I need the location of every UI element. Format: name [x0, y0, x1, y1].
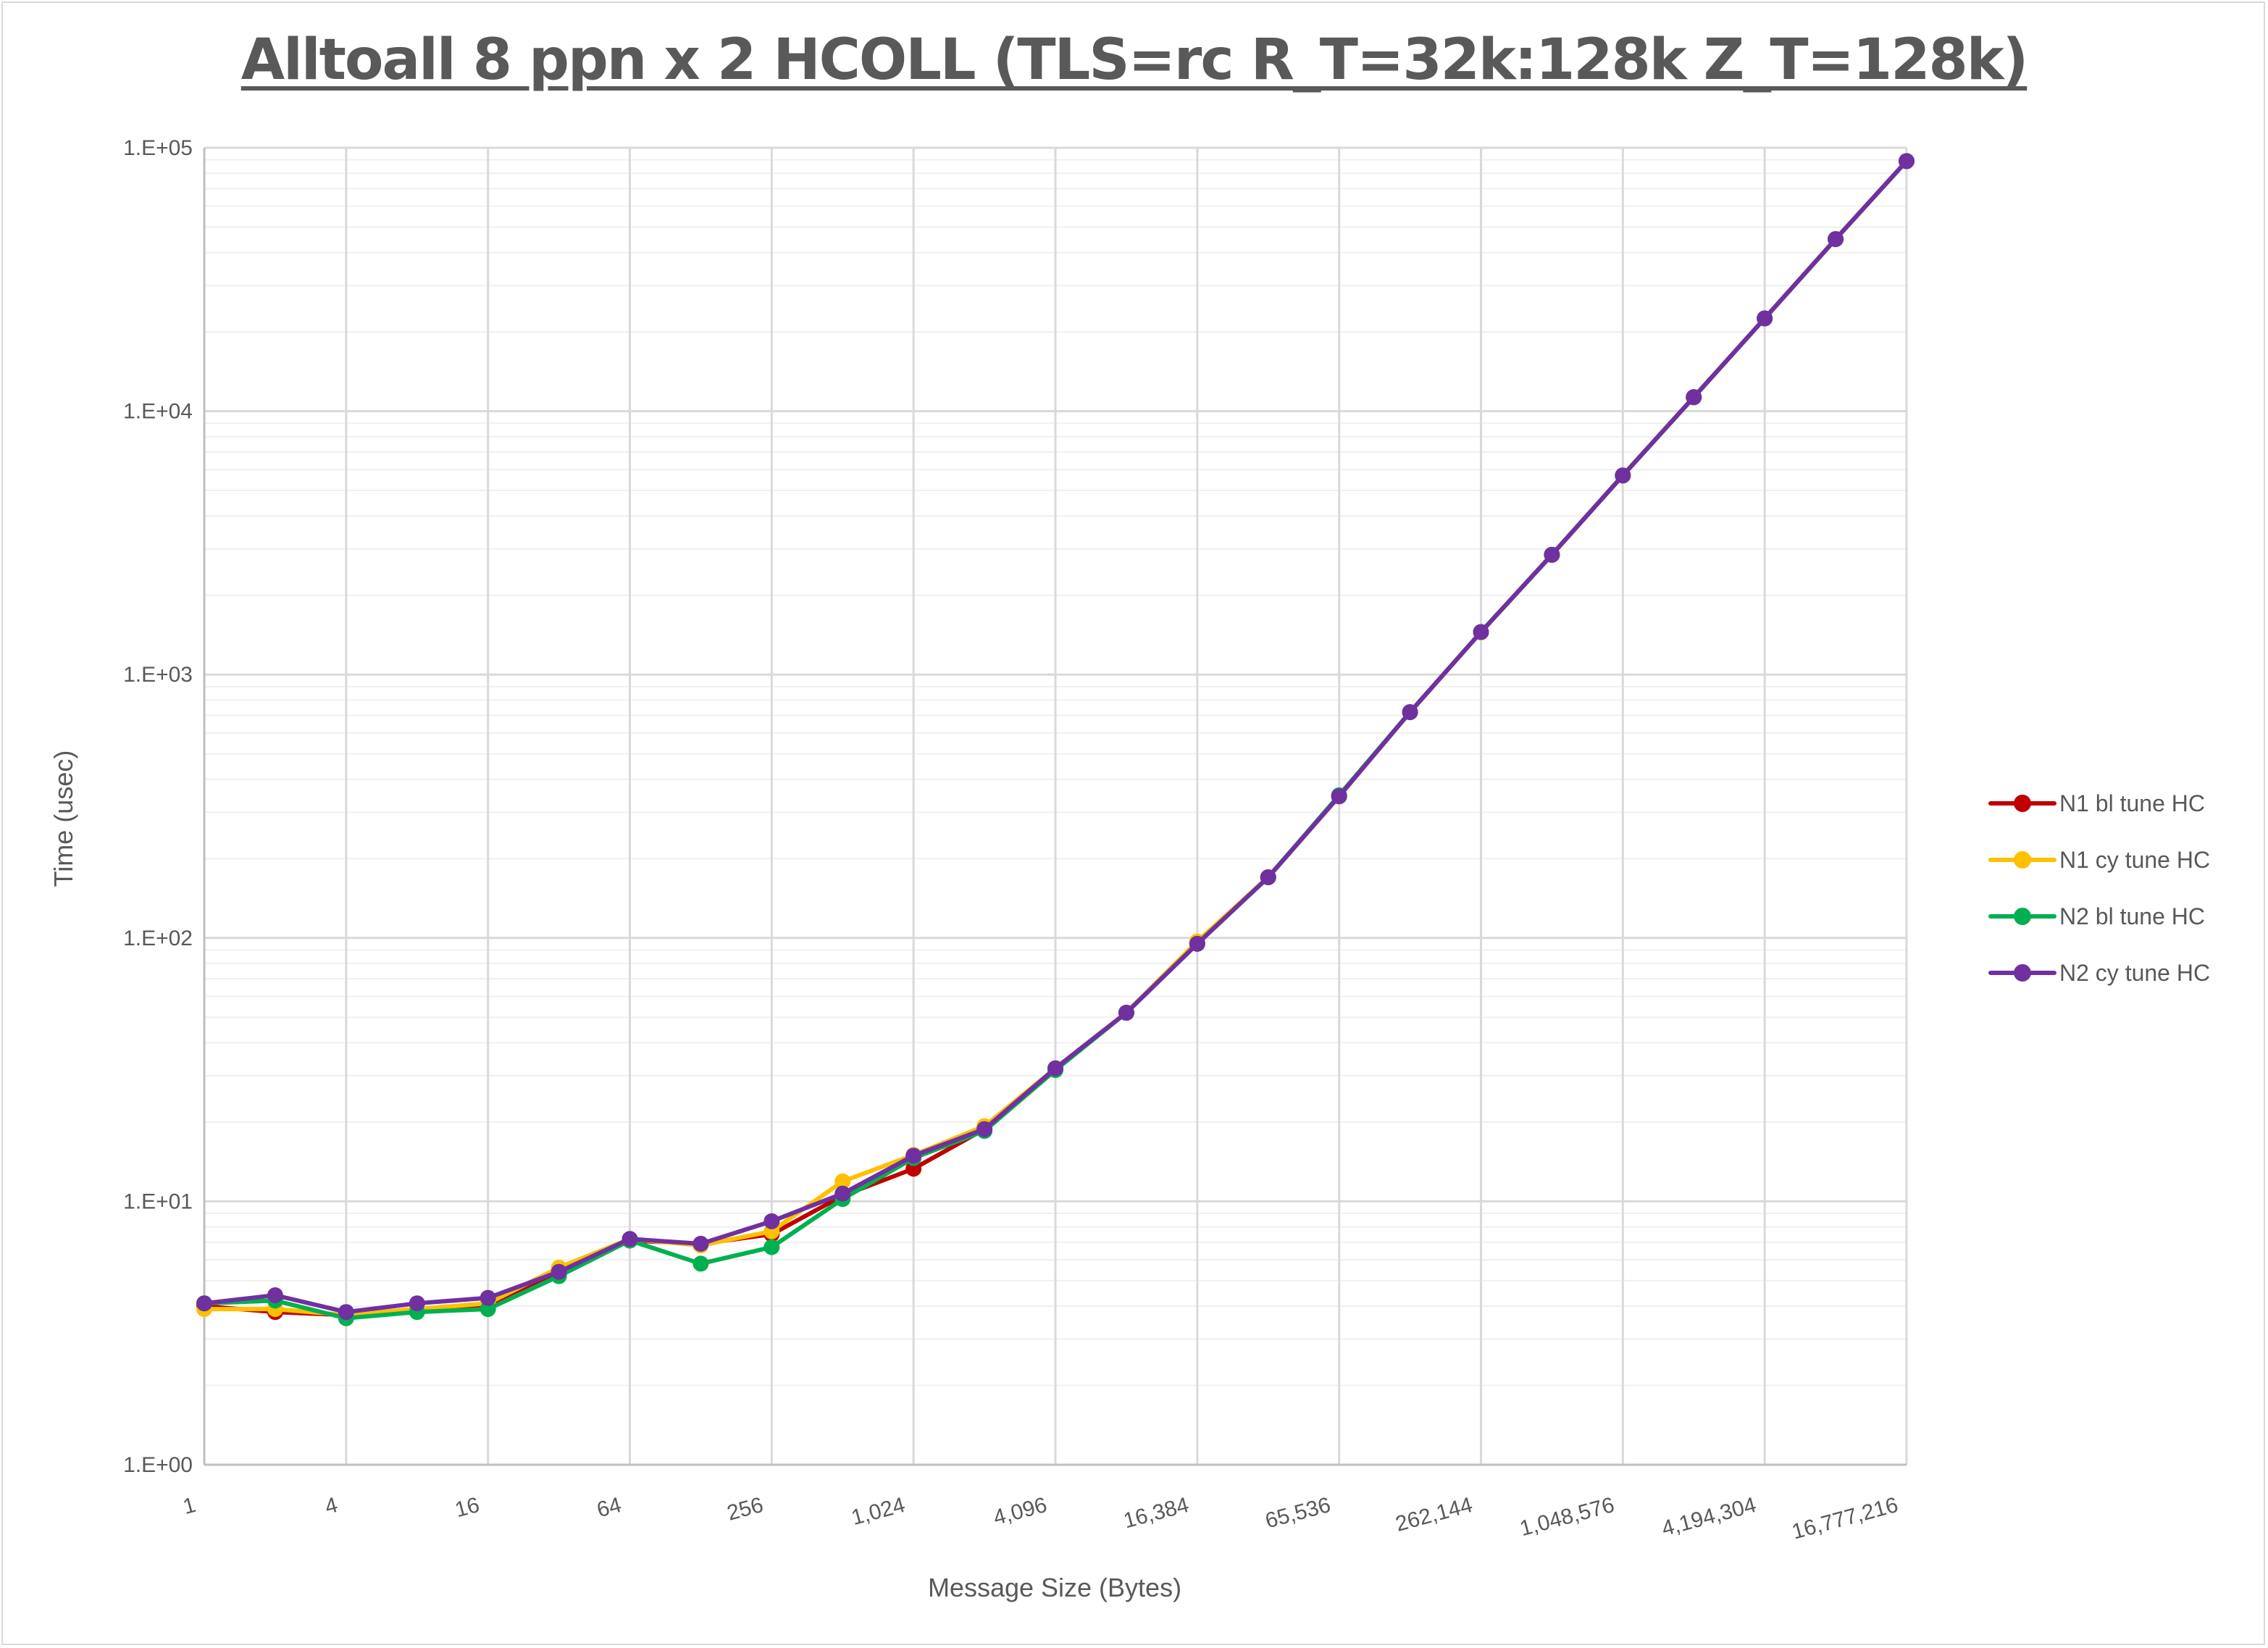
series-marker-icon: [1988, 851, 2056, 869]
x-tick-label: 262,144: [1393, 1493, 1475, 1536]
x-tick-label: 16,777,216: [1789, 1493, 1901, 1544]
data-point[interactable]: [551, 1263, 567, 1280]
y-tick-label: 1.E+00: [123, 1453, 193, 1477]
data-point[interactable]: [905, 1147, 922, 1164]
legend-item[interactable]: N1 bl tune HC: [1988, 775, 2210, 832]
data-point[interactable]: [1473, 624, 1489, 640]
y-tick-label: 1.E+01: [123, 1189, 193, 1213]
legend-label: N1 bl tune HC: [2059, 790, 2205, 816]
legend-label: N1 cy tune HC: [2059, 846, 2211, 873]
legend-item[interactable]: N2 bl tune HC: [1988, 888, 2210, 945]
x-tick-label: 1,024: [849, 1493, 908, 1530]
x-tick-label: 4,096: [991, 1493, 1050, 1530]
legend-item[interactable]: N2 cy tune HC: [1988, 945, 2210, 1001]
y-tick-label: 1.E+03: [123, 663, 193, 687]
data-point[interactable]: [1757, 310, 1773, 327]
series-marker-icon: [1988, 795, 2056, 812]
y-tick-label: 1.E+02: [123, 927, 193, 950]
data-point[interactable]: [1331, 788, 1347, 805]
data-point[interactable]: [1260, 869, 1276, 886]
legend: N1 bl tune HC N1 cy tune HC N2 bl tune H…: [1988, 775, 2210, 1001]
data-point[interactable]: [1828, 231, 1844, 248]
legend-item[interactable]: N1 cy tune HC: [1988, 832, 2210, 888]
data-point[interactable]: [196, 1295, 212, 1312]
x-tick-label: 1,048,576: [1518, 1493, 1617, 1541]
data-point[interactable]: [692, 1255, 709, 1272]
y-axis-label: Time (usec): [49, 750, 78, 887]
y-axis-ticks: 1.E+00 1.E+01 1.E+02 1.E+03 1.E+04 1.E+05: [123, 136, 193, 1477]
data-point[interactable]: [1189, 935, 1205, 952]
data-point[interactable]: [480, 1301, 496, 1318]
series-line: [196, 153, 1915, 1321]
x-tick-label: 4,194,304: [1660, 1493, 1759, 1541]
series-marker-icon: [1988, 908, 2056, 925]
x-tick-label: 64: [595, 1493, 624, 1523]
x-tick-label: 1: [180, 1493, 198, 1519]
gridlines: [203, 146, 1908, 1466]
x-tick-label: 16: [453, 1493, 482, 1523]
x-axis-ticks: 1 4 16 64 256 1,024 4,096 16,384 65,536 262,144 1,…: [180, 1493, 1901, 1544]
x-tick-label: 4: [322, 1493, 340, 1519]
data-point[interactable]: [692, 1235, 709, 1252]
data-point[interactable]: [338, 1304, 354, 1321]
y-tick-label: 1.E+04: [123, 400, 193, 424]
x-axis-label: Message Size (Bytes): [928, 1573, 1181, 1602]
data-point[interactable]: [834, 1185, 851, 1202]
data-point[interactable]: [1118, 1005, 1134, 1021]
data-point[interactable]: [1047, 1060, 1063, 1076]
data-point[interactable]: [1402, 704, 1418, 721]
series-lines: [196, 153, 1915, 1326]
x-tick-label: 65,536: [1263, 1493, 1333, 1534]
data-point[interactable]: [1899, 153, 1915, 170]
data-point[interactable]: [622, 1231, 638, 1247]
series-marker-icon: [1988, 964, 2056, 982]
data-point[interactable]: [1615, 467, 1631, 484]
data-point[interactable]: [480, 1289, 496, 1306]
data-point[interactable]: [763, 1213, 780, 1229]
y-tick-label: 1.E+05: [123, 136, 193, 160]
data-point[interactable]: [1544, 546, 1560, 563]
data-point[interactable]: [976, 1121, 993, 1137]
legend-label: N2 bl tune HC: [2059, 903, 2205, 929]
chart-title: Alltoall 8 ppn x 2 HCOLL (TLS=rc R_T=32k…: [240, 28, 2029, 93]
legend-label: N2 cy tune HC: [2059, 959, 2211, 986]
data-point[interactable]: [834, 1173, 851, 1189]
data-point[interactable]: [763, 1239, 780, 1255]
x-tick-label: 256: [724, 1493, 766, 1526]
data-point[interactable]: [409, 1295, 425, 1312]
x-tick-label: 16,384: [1121, 1493, 1191, 1534]
data-point[interactable]: [267, 1287, 283, 1304]
data-point[interactable]: [1686, 389, 1702, 406]
